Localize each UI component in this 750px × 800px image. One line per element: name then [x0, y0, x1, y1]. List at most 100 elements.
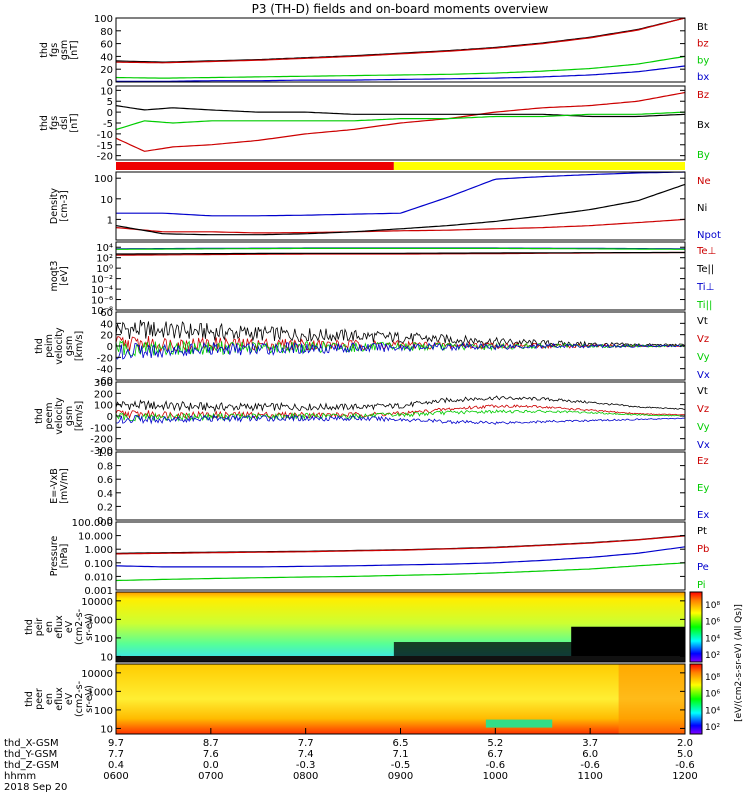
density-series-npot	[116, 171, 686, 217]
x-tick-zgsm: -0.3	[296, 760, 316, 771]
peir-spectrogram-ytick-label: 10	[100, 652, 113, 663]
x-tick-ygsm: 6.7	[487, 749, 503, 760]
efield-ytick-label: 0.0	[97, 516, 113, 527]
peer-orange-region	[618, 664, 685, 734]
colorbar-tick-label: 10²	[705, 651, 720, 661]
panel-backgrounds	[116, 18, 685, 734]
colorbar-label: [eV/(cm2-s-sr-eV) (All Qs)]	[734, 604, 744, 722]
fgs-dsl-series-bz	[115, 91, 686, 152]
peer-spectrogram-ylabel-line: thd	[24, 691, 35, 707]
peer-spectrogram-ylabel-line: en	[44, 693, 55, 705]
fgs-dsl-series-bx	[115, 105, 686, 118]
moments-temperature-ytick-label: 10⁻⁸	[91, 306, 113, 317]
fgs-gsm-legend-bt: Bt	[697, 22, 708, 33]
density-legend-npot: Npot	[697, 230, 721, 241]
moments-temperature-series-ti	[116, 247, 685, 250]
moments-temperature-legend-ti: Ti||	[696, 300, 712, 311]
peer-spectrogram-ytick-label: 1000	[88, 687, 113, 698]
peem-velocity-ytick-label: 100	[94, 401, 113, 412]
colorbar-peir	[689, 591, 703, 663]
pressure-legend-pb: Pb	[697, 544, 709, 555]
moments-temperature-ytick-label: 10⁰	[96, 264, 113, 275]
peir-spectrogram-ylabel-line: en	[44, 621, 55, 633]
moments-temperature-ylabel-line: [eV]	[59, 266, 70, 286]
peir-bottom-band	[116, 656, 685, 662]
label-layer: thd fgs gsm [nT]thd fgs dsl [nT]Density [cm-3]m…	[24, 40, 95, 717]
fgs-dsl-legend-bx: Bx	[697, 120, 710, 131]
efield-ytick-label: 0.6	[97, 475, 113, 486]
fgs-dsl-legend-bz: Bz	[697, 90, 709, 101]
peim-velocity-legend-vy: Vy	[697, 352, 710, 363]
peim-velocity-ytick-label: -40	[97, 365, 113, 376]
peem-velocity-ylabel-line: [km/s]	[74, 401, 85, 431]
peir-spectrogram-ylabel-line: thd	[24, 619, 35, 635]
efield-ytick-label: 0.8	[97, 462, 113, 473]
fgs-gsm-ytick-label: 100	[94, 14, 113, 25]
pressure-ylabel-line: Pressure	[49, 536, 60, 577]
pressure-legend-pt: Pt	[697, 526, 707, 537]
fgs-gsm-frame	[115, 17, 686, 83]
pressure-ylabel-line: [nPa]	[59, 544, 70, 569]
series-layer	[115, 17, 686, 582]
peer-spectrogram-ytick-label: 100	[94, 706, 113, 717]
efield-ytick-label: 1.0	[97, 448, 113, 459]
peir-spectrogram-ylabel-line: eflux	[54, 615, 65, 639]
peir-spectrogram-ytick-label: 10000	[81, 597, 113, 608]
x-tick-hhmm: 0700	[198, 771, 223, 782]
moments-temperature-legend-ti: Ti⊥	[696, 282, 714, 293]
x-tick-zgsm: 0.0	[203, 760, 219, 771]
fgs-gsm-ytick-label: 80	[100, 27, 113, 38]
peir-spectrogram-ytick-label: 1000	[88, 615, 113, 626]
efield-legend-ez: Ez	[697, 456, 709, 467]
efield-ylabel-line: E=-VxB	[49, 468, 60, 503]
fgs-gsm-series-by	[115, 55, 686, 79]
x-tick-xgsm: 2.0	[677, 738, 693, 749]
chart-title: P3 (TH-D) fields and on-board moments ov…	[252, 2, 549, 16]
pressure-legend-pi: Pi	[697, 580, 706, 591]
density-series-ni	[115, 183, 686, 236]
peem-velocity-legend-vx: Vx	[697, 440, 710, 451]
peim-velocity-ytick-label: 0	[107, 342, 113, 353]
pressure-ytick-label: 0.001	[84, 586, 113, 597]
peim-velocity-legend-vz: Vz	[697, 334, 709, 345]
density-legend-ni: Ni	[697, 203, 707, 214]
density-ylabel-line: Density	[49, 188, 60, 224]
efield-ylabel-line: [mV/m]	[59, 468, 70, 504]
pressure-series-pi	[115, 562, 686, 582]
colorbar-peer	[689, 663, 703, 735]
pressure-ytick-label: 10.000	[78, 532, 113, 543]
date-label: 2018 Sep 20	[4, 782, 67, 793]
fgs-dsl-ytick-label: -5	[103, 119, 113, 130]
peer-spectrogram-ylabel-line: (cm2-s-	[74, 681, 85, 717]
peim-velocity-ytick-label: 20	[100, 331, 113, 342]
legend-layer: Bt bz by bx Bz Bx By Ne Ni Npot Te⊥ Te|| Ti⊥ Ti|| Vt Vz…	[696, 22, 721, 591]
fgs-dsl-ylabel-line: [nT]	[69, 113, 80, 132]
fgs-gsm-ylabel-line: [nT]	[69, 40, 80, 59]
fgs-gsm-ylabel-line: fgs	[49, 43, 60, 57]
pressure-frame	[115, 521, 686, 591]
x-tick-ygsm: 5.0	[677, 749, 693, 760]
fgs-dsl-ylabel-line: thd	[39, 115, 50, 131]
x-tick-xgsm: 6.5	[393, 738, 409, 749]
fgs-gsm-ytick-label: 20	[100, 65, 113, 76]
tick-layer: 020406080100-20-15-10-5051011010010⁻⁸10⁻…	[72, 14, 685, 735]
moments-temperature-ylabel-line: moqt3	[49, 261, 60, 292]
x-tick-xgsm: 8.7	[203, 738, 219, 749]
fgs-dsl-ylabel-line: fgs	[49, 116, 60, 130]
fgs-dsl-ytick-label: 10	[100, 86, 113, 97]
x-row-label: thd_Z-GSM	[4, 760, 59, 771]
pressure-ytick-label: 1.000	[84, 545, 113, 556]
pressure-ytick-label: 0.010	[84, 572, 113, 583]
peim-velocity-ylabel-line: peim	[44, 334, 55, 358]
peir-spectrogram-ylabel-line: eV	[64, 620, 75, 633]
moments-temperature-ytick-label: 10⁻²	[91, 275, 113, 286]
peim-velocity-ylabel-line: [km/s]	[74, 331, 85, 361]
peim-velocity-legend-vt: Vt	[697, 316, 708, 327]
fgs-gsm-series-bx	[116, 65, 686, 83]
peer-spectrogram-ytick-label: 10000	[81, 669, 113, 680]
x-row-label: thd_X-GSM	[4, 738, 59, 749]
peem-velocity-legend-vt: Vt	[697, 386, 708, 397]
fgs-dsl-series-by	[115, 111, 686, 131]
peer-green-patch	[485, 719, 553, 728]
peem-velocity-legend-vz: Vz	[697, 404, 709, 415]
